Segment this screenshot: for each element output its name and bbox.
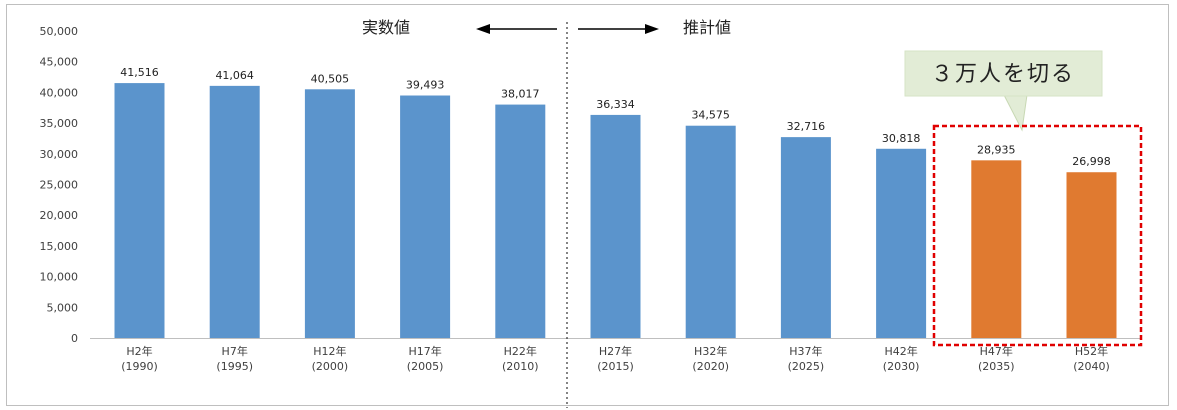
x-tick-label: (2025): [788, 360, 825, 373]
data-label: 26,998: [1072, 155, 1111, 168]
y-tick-label: 50,000: [40, 25, 79, 38]
x-tick-label: H52年: [1075, 344, 1108, 358]
highlight-dashed-box: [932, 124, 1143, 347]
right-arrow-icon: [578, 24, 659, 34]
x-tick-label: H47年: [980, 344, 1013, 358]
data-label: 32,716: [787, 120, 826, 133]
bars: [114, 83, 1117, 339]
x-tick-label: (1995): [216, 360, 253, 373]
y-tick-label: 45,000: [40, 56, 79, 69]
x-tick-label: (2015): [597, 360, 634, 373]
x-tick-label: (2010): [502, 360, 539, 373]
bar: [971, 160, 1022, 338]
x-tick-label: H37年: [789, 344, 822, 358]
bar: [685, 125, 736, 338]
bar: [304, 89, 355, 338]
x-tick-label: (2040): [1073, 360, 1110, 373]
y-tick-label: 30,000: [40, 148, 79, 161]
y-tick-label: 15,000: [40, 240, 79, 253]
bar: [400, 95, 451, 339]
y-tick-label: 10,000: [40, 271, 79, 284]
bar: [114, 83, 165, 338]
x-tick-label: (2000): [312, 360, 349, 373]
bar: [590, 114, 641, 338]
x-tick-label: (1990): [121, 360, 158, 373]
actual-values-label: 実数値: [362, 18, 410, 37]
x-tick-label: H27年: [599, 344, 632, 358]
bar: [1066, 172, 1117, 338]
y-tick-label: 20,000: [40, 209, 79, 222]
x-tick-label: H12年: [313, 344, 346, 358]
x-tick-label: (2035): [978, 360, 1015, 373]
chart-frame: [6, 4, 1169, 406]
estimated-values-label: 推計値: [683, 18, 731, 37]
y-tick-label: 0: [71, 332, 78, 345]
x-axis-labels: H2年 (1990) H7年 (1995) H12年 (2000) H17年 (2005) H2…: [121, 344, 1110, 373]
y-tick-label: 35,000: [40, 117, 79, 130]
data-label: 28,935: [977, 143, 1016, 156]
x-tick-label: H2年: [126, 344, 152, 358]
x-tick-label: H7年: [222, 344, 248, 358]
bar: [780, 137, 831, 338]
data-label: 38,017: [501, 88, 540, 101]
x-tick-label: H32年: [694, 344, 727, 358]
x-tick-label: H22年: [504, 344, 537, 358]
bar: [876, 148, 927, 338]
data-label: 34,575: [691, 109, 730, 122]
data-label: 41,516: [120, 66, 159, 79]
x-tick-label: (2020): [692, 360, 729, 373]
value-labels: 41,516 41,064 40,505 39,493 38,017 36,334 34,5…: [120, 66, 1111, 168]
x-tick-label: H42年: [884, 344, 917, 358]
x-tick-label: (2005): [407, 360, 444, 373]
callout-box: ３万人を切る: [904, 50, 1103, 132]
bar: [209, 85, 260, 339]
data-label: 39,493: [406, 79, 445, 92]
y-tick-label: 40,000: [40, 86, 79, 99]
x-tick-label: (2030): [883, 360, 920, 373]
callout-text: ３万人を切る: [931, 62, 1075, 87]
data-label: 40,505: [311, 72, 350, 85]
data-label: 36,334: [596, 98, 635, 111]
y-tick-label: 5,000: [47, 301, 79, 314]
left-arrow-icon: [476, 24, 557, 34]
x-tick-label: H17年: [408, 344, 441, 358]
data-label: 41,064: [215, 69, 254, 82]
y-axis-ticks: 0 5,000 10,000 15,000 20,000 25,000 30,000 35,0…: [40, 25, 1140, 345]
data-label: 30,818: [882, 132, 921, 145]
bar: [495, 104, 546, 338]
y-tick-label: 25,000: [40, 179, 79, 192]
